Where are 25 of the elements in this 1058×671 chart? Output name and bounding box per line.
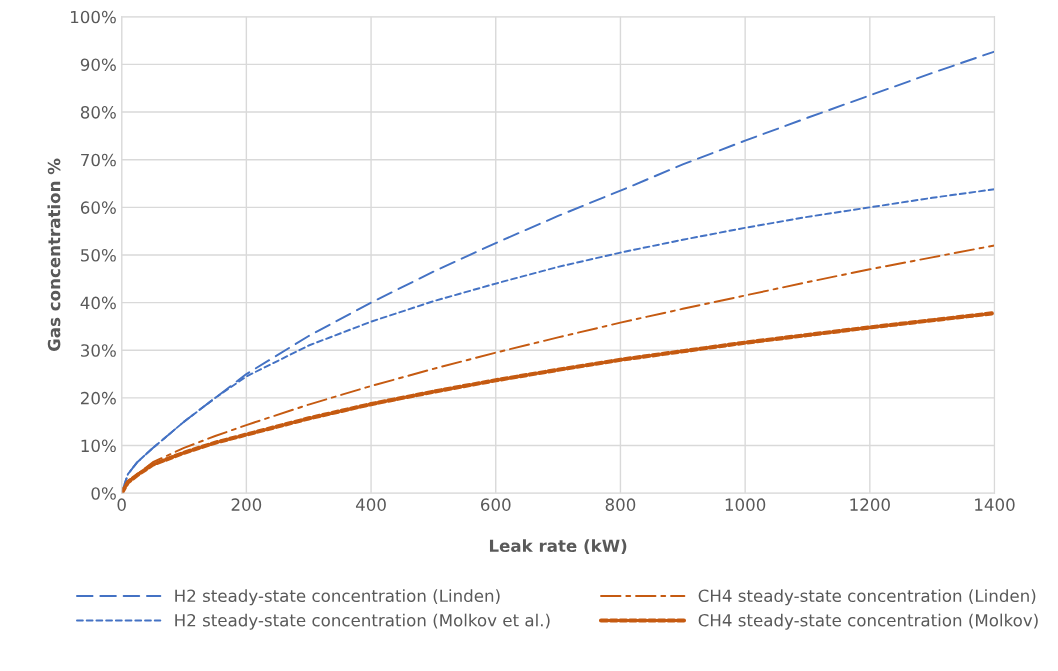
- y-tick-label: 70%: [81, 153, 116, 167]
- x-tick-label: 400: [355, 498, 386, 511]
- x-tick-label: 1400: [975, 498, 1015, 511]
- y-tick-label: 0%: [91, 487, 116, 500]
- y-tick-label: 10%: [81, 439, 116, 453]
- y-tick-label: 20%: [80, 391, 116, 405]
- y-axis-title: Gas concentration %: [47, 158, 61, 352]
- x-tick-label: 600: [481, 498, 511, 511]
- x-tick-label: 0: [117, 498, 126, 511]
- y-tick-label: 60%: [80, 201, 116, 214]
- x-axis-title: Leak rate (kW): [489, 539, 627, 555]
- y-tick-label: 30%: [81, 344, 116, 357]
- legend-label: CH4 steady-state concentration (Linden): [698, 589, 1036, 606]
- y-tick-label: 80%: [80, 106, 116, 119]
- x-tick-label: 1200: [850, 498, 890, 511]
- y-tick-label: 50%: [81, 248, 116, 262]
- x-tick-label: 1000: [725, 498, 766, 511]
- y-tick-label: 100%: [70, 10, 116, 24]
- x-tick-label: 200: [231, 498, 262, 511]
- legend-label: H2 steady-state concentration (Linden): [175, 589, 500, 606]
- y-tick-label: 90%: [80, 58, 116, 71]
- x-tick-label: 800: [605, 498, 636, 511]
- y-tick-label: 40%: [80, 296, 116, 310]
- legend-label: CH4 steady-state concentration (Molkov): [698, 613, 1038, 630]
- legend-label: H2 steady-state concentration (Molkov et al.): [175, 613, 550, 630]
